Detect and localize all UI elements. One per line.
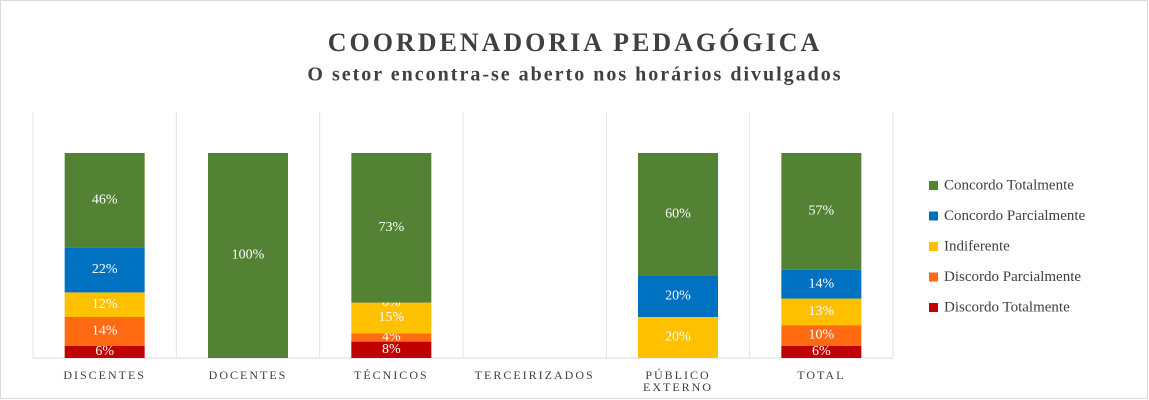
bar-segment <box>64 345 145 358</box>
bar-segment <box>638 153 718 276</box>
bar-segment <box>638 317 718 358</box>
data-label: 22% <box>92 262 118 277</box>
bar-segment <box>638 276 718 317</box>
legend-label: Discordo Totalmente <box>944 299 1070 315</box>
legend-swatch <box>929 181 938 190</box>
data-label: 14% <box>92 324 118 339</box>
data-label: 20% <box>665 330 691 345</box>
data-label: 4% <box>382 330 401 345</box>
bar-segment <box>781 325 862 346</box>
data-label: 8% <box>382 342 401 357</box>
bar-segment <box>351 302 432 334</box>
bar-segment <box>781 345 862 358</box>
legend-label: Indiferente <box>944 238 1010 254</box>
bar-segment <box>64 247 145 293</box>
data-label: 6% <box>812 344 831 359</box>
data-label: 20% <box>665 289 691 304</box>
legend-label: Concordo Parcialmente <box>944 208 1086 224</box>
bar-segment <box>64 317 145 346</box>
chart-subtitle: O setor encontra-se aberto nos horários … <box>307 64 842 86</box>
bar-segment <box>781 298 862 326</box>
x-tick-label: DISCENTES <box>63 368 146 382</box>
data-label: 100% <box>232 248 265 263</box>
data-label: 46% <box>92 192 118 207</box>
chart-title: COORDENADORIA PEDAGÓGICA <box>328 28 823 57</box>
data-label: 60% <box>665 207 691 222</box>
legend-swatch <box>929 272 938 282</box>
legend-swatch <box>929 211 938 221</box>
bar-segment <box>64 153 145 248</box>
data-label: 10% <box>808 328 834 343</box>
x-tick-label: TERCEIRIZADOS <box>474 368 595 382</box>
legend-label: Discordo Parcialmente <box>944 269 1081 285</box>
legend-swatch <box>929 303 938 312</box>
bar-segment <box>351 333 432 342</box>
x-tick-label: PÚBLICO EXTERNO <box>643 368 713 394</box>
data-label: 12% <box>92 297 118 312</box>
bar-segment <box>351 341 432 358</box>
bar-segment <box>781 269 862 299</box>
data-label: 13% <box>808 304 834 319</box>
bar-segment <box>781 153 862 270</box>
data-label: 14% <box>808 276 834 291</box>
x-tick-label: TOTAL <box>797 368 846 382</box>
legend-label: Concordo Totalmente <box>944 177 1074 193</box>
x-tick-label: TÉCNICOS <box>353 368 429 382</box>
data-label: 57% <box>808 204 834 219</box>
x-tick-label: DOCENTES <box>208 368 288 382</box>
data-label: 73% <box>378 220 404 235</box>
data-label: 15% <box>378 310 404 325</box>
data-label: 6% <box>95 344 114 359</box>
bar-segment <box>208 153 288 358</box>
bar-segment <box>64 292 145 317</box>
legend-swatch <box>929 242 938 251</box>
bar-segment <box>351 153 432 303</box>
